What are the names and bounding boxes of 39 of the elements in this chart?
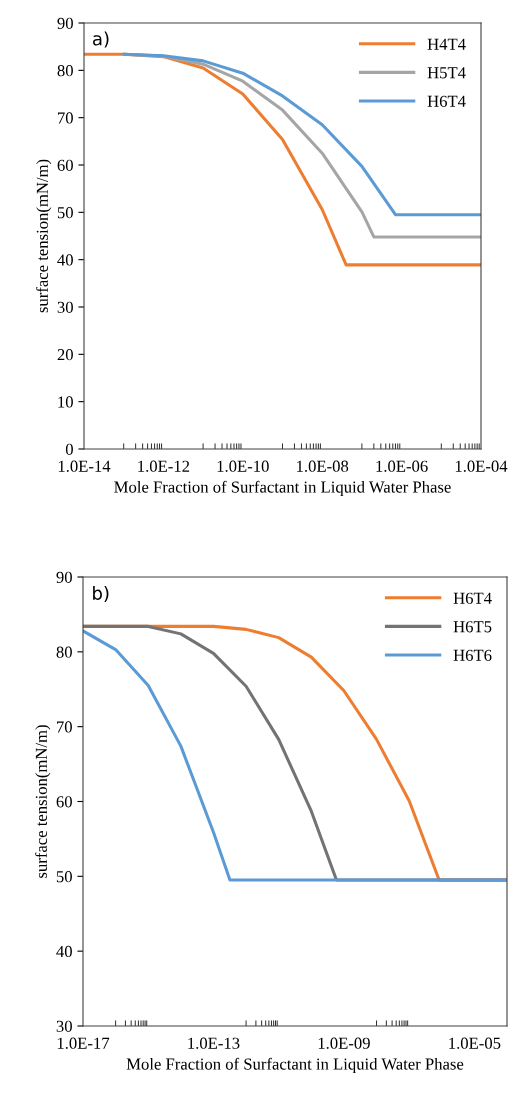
x-tick-label: 1.0E-05 (449, 1037, 501, 1049)
y-tick-label: 60 (57, 159, 73, 171)
y-tick-label: 30 (56, 1020, 72, 1032)
legend-label: H6T4 (427, 95, 466, 107)
legend-label: H6T5 (453, 621, 492, 633)
y-tick-label: 60 (56, 796, 72, 808)
y-tick-label: 90 (56, 571, 72, 583)
y-tick-label: 50 (57, 207, 73, 219)
y-tick-label: 80 (57, 65, 73, 77)
legend-label: H5T4 (427, 67, 466, 79)
legend-label: H6T6 (453, 649, 492, 661)
legend-label: H6T4 (453, 592, 492, 604)
x-axis-title: Mole Fraction of Surfactant in Liquid Water Phase (126, 1057, 464, 1074)
x-tick-label: 1.0E-06 (376, 460, 428, 472)
y-tick-label: 0 (65, 443, 73, 455)
x-tick-label: 1.0E-13 (188, 1037, 240, 1049)
y-tick-label: 90 (57, 17, 73, 29)
legend-label: H4T4 (427, 38, 466, 50)
y-tick-label: 20 (57, 349, 73, 361)
x-tick-label: 1.0E-17 (57, 1037, 110, 1049)
y-tick-label: 80 (56, 646, 72, 658)
x-axis-title: Mole Fraction of Surfactant in Liquid Water Phase (114, 480, 451, 497)
y-tick-label: 50 (56, 871, 72, 883)
x-tick-label: 1.0E-10 (217, 460, 269, 472)
x-tick-label: 1.0E-04 (455, 460, 508, 472)
y-tick-label: 70 (57, 721, 72, 733)
y-axis-title: surface tension(mN/m) (36, 159, 52, 313)
y-tick-label: 30 (57, 301, 73, 313)
y-tick-label: 10 (58, 396, 73, 408)
x-tick-label: 1.0E-08 (297, 460, 349, 472)
y-tick-label: 40 (57, 254, 73, 266)
annotation: b) (93, 585, 109, 603)
annotation: a) (93, 31, 109, 48)
x-tick-label: 1.0E-09 (318, 1037, 370, 1049)
x-tick-label: 1.0E-12 (138, 460, 190, 472)
y-tick-label: 70 (58, 112, 73, 124)
y-axis-title: surface tension(mN/m) (35, 725, 51, 878)
y-tick-label: 40 (56, 945, 72, 958)
x-tick-label: 1.0E-14 (58, 460, 111, 472)
